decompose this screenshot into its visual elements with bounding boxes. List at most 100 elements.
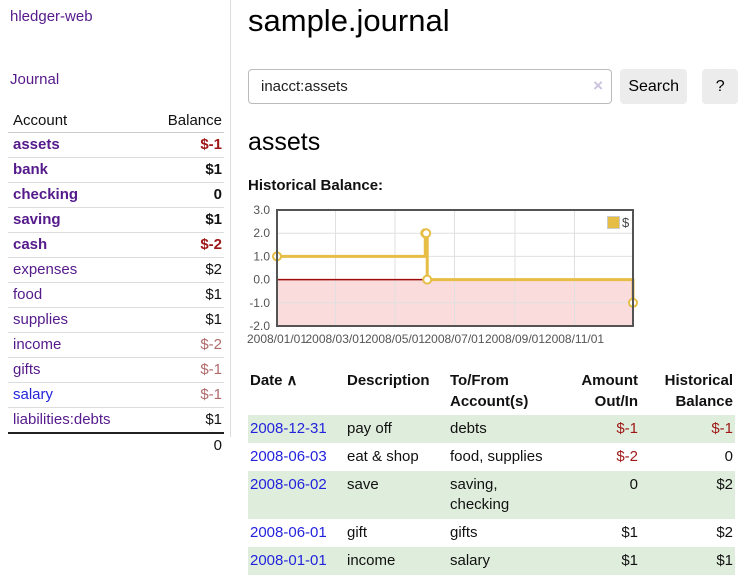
account-row: saving $1	[8, 207, 224, 233]
transaction-description: income	[345, 547, 448, 575]
account-balance: $-2	[144, 332, 224, 358]
accounts-header-account: Account	[8, 109, 145, 133]
account-row: gifts $-1	[8, 357, 224, 383]
account-row: salary $-1	[8, 382, 224, 408]
account-link-cash[interactable]: cash	[13, 236, 48, 253]
svg-text:2008/11/01: 2008/11/01	[545, 332, 604, 346]
accounts-total-value: 0	[144, 432, 224, 458]
app-brand-link[interactable]: hledger-web	[10, 8, 93, 25]
account-row: expenses $2	[8, 257, 224, 283]
legend-swatch-icon	[607, 216, 620, 229]
column-header-description: Description	[347, 372, 430, 389]
accounts-total-row: 0	[8, 432, 224, 458]
transaction-amount: 0	[556, 471, 640, 519]
account-link-checking[interactable]: checking	[13, 186, 79, 203]
help-button[interactable]: ?	[702, 69, 738, 104]
svg-text:2008/05/01: 2008/05/01	[365, 332, 425, 346]
transaction-amount: $-1	[556, 415, 640, 443]
sidebar: hledger-web Journal Account Balance asse…	[0, 0, 231, 458]
accounts-header-balance: Balance	[144, 109, 224, 133]
account-link-food[interactable]: food	[13, 286, 43, 303]
search-input[interactable]	[248, 69, 612, 104]
transaction-balance: 0	[724, 448, 733, 465]
accounts-table: Account Balance assets $-1 bank $1 check…	[8, 109, 224, 458]
page-title: sample.journal	[248, 3, 450, 38]
transaction-date-link[interactable]: 2008-12-31	[250, 420, 327, 437]
transaction-balance: $-1	[640, 415, 735, 443]
svg-text:0.0: 0.0	[253, 273, 270, 287]
search-button[interactable]: Search	[620, 69, 688, 104]
account-row: supplies $1	[8, 307, 224, 333]
transaction-amount: $1	[556, 547, 640, 575]
chart-canvas: 3.0 2.0 1.0 0.0 -1.0 -2.02008/01/012008/03/01…	[247, 203, 638, 346]
transaction-accounts: debts	[448, 415, 556, 443]
account-row: income $-2	[8, 332, 224, 358]
account-link-assets[interactable]: assets	[13, 136, 60, 153]
account-balance: $1	[144, 207, 224, 233]
svg-text:1.0: 1.0	[253, 249, 270, 263]
account-balance: $1	[144, 157, 224, 183]
transaction-balance: $2	[640, 471, 735, 519]
account-link-gifts[interactable]: gifts	[13, 361, 41, 378]
historical-balance-chart: 3.0 2.0 1.0 0.0 -1.0 -2.0 2008/01/01 2008/03/01…	[246, 202, 742, 350]
svg-text:2008/03/01: 2008/03/01	[305, 332, 365, 346]
transaction-accounts: salary	[448, 547, 556, 575]
transaction-amount: $-2	[616, 448, 638, 465]
transaction-balance: $2	[716, 524, 733, 541]
svg-text:2.0: 2.0	[253, 226, 270, 240]
account-balance: $1	[144, 282, 224, 308]
account-link-salary[interactable]: salary	[13, 386, 54, 403]
account-balance: 0	[144, 182, 224, 208]
account-link-saving[interactable]: saving	[13, 211, 61, 228]
chart-title: Historical Balance:	[248, 177, 384, 194]
transaction-row: 2008-01-01 income salary $1 $1	[248, 547, 735, 575]
account-balance: $-1	[144, 382, 224, 408]
account-link-supplies[interactable]: supplies	[13, 311, 69, 328]
account-balance: $-1	[144, 132, 224, 158]
sort-asc-icon: ∧	[286, 372, 298, 389]
account-row: bank $1	[8, 157, 224, 183]
chart-legend: $	[605, 214, 632, 231]
account-balance: $1	[144, 307, 224, 333]
search-form: × Search ?	[248, 69, 738, 104]
transaction-date-link[interactable]: 2008-06-03	[250, 448, 327, 465]
transaction-date-link[interactable]: 2008-01-01	[250, 552, 327, 569]
transaction-description: eat & shop	[347, 448, 419, 465]
transaction-accounts: gifts	[450, 524, 478, 541]
account-row: checking 0	[8, 182, 224, 208]
column-header-balance: Historical Balance	[664, 372, 733, 410]
transaction-row: 2008-12-31 pay off debts $-1 $-1	[248, 415, 735, 443]
svg-text:2008/01/01: 2008/01/01	[247, 332, 307, 346]
account-row: food $1	[8, 282, 224, 308]
account-balance: $1	[144, 407, 224, 433]
account-link-expenses[interactable]: expenses	[13, 261, 78, 278]
transaction-description: pay off	[345, 415, 448, 443]
transaction-row: 2008-06-02 save saving, checking 0 $2	[248, 471, 735, 519]
svg-text:2008/07/01: 2008/07/01	[424, 332, 484, 346]
account-link-income[interactable]: income	[13, 336, 62, 353]
svg-text:-2.0: -2.0	[249, 319, 270, 333]
svg-text:2008/09/01: 2008/09/01	[485, 332, 545, 346]
register-table: Date ∧ Description To/From Account(s) Amo…	[248, 367, 735, 575]
legend-label: $	[622, 215, 630, 230]
account-link-liabilities-debts[interactable]: liabilities:debts	[13, 411, 111, 428]
register-header-row: Date ∧ Description To/From Account(s) Amo…	[248, 367, 735, 415]
account-link-bank[interactable]: bank	[13, 161, 49, 178]
transaction-description: save	[345, 471, 448, 519]
main-content: sample.journal × Search ? assets Histori…	[247, 0, 738, 575]
transaction-date-link[interactable]: 2008-06-02	[250, 476, 327, 493]
transaction-row: 2008-06-03 eat & shop food, supplies $-2…	[248, 443, 735, 471]
transaction-amount: $1	[621, 524, 638, 541]
transaction-date-link[interactable]: 2008-06-01	[250, 524, 327, 541]
sidebar-item-journal[interactable]: Journal	[10, 71, 60, 88]
column-header-date[interactable]: Date ∧	[250, 372, 298, 389]
transaction-row: 2008-06-01 gift gifts $1 $2	[248, 519, 735, 547]
transaction-balance: $1	[640, 547, 735, 575]
account-balance: $2	[144, 257, 224, 283]
column-header-amount: Amount Out/In	[581, 372, 638, 410]
account-row: assets $-1	[8, 132, 224, 158]
clear-search-icon[interactable]: ×	[593, 76, 603, 95]
account-balance: $-1	[144, 357, 224, 383]
account-row: cash $-2	[8, 232, 224, 258]
account-heading: assets	[248, 128, 321, 156]
